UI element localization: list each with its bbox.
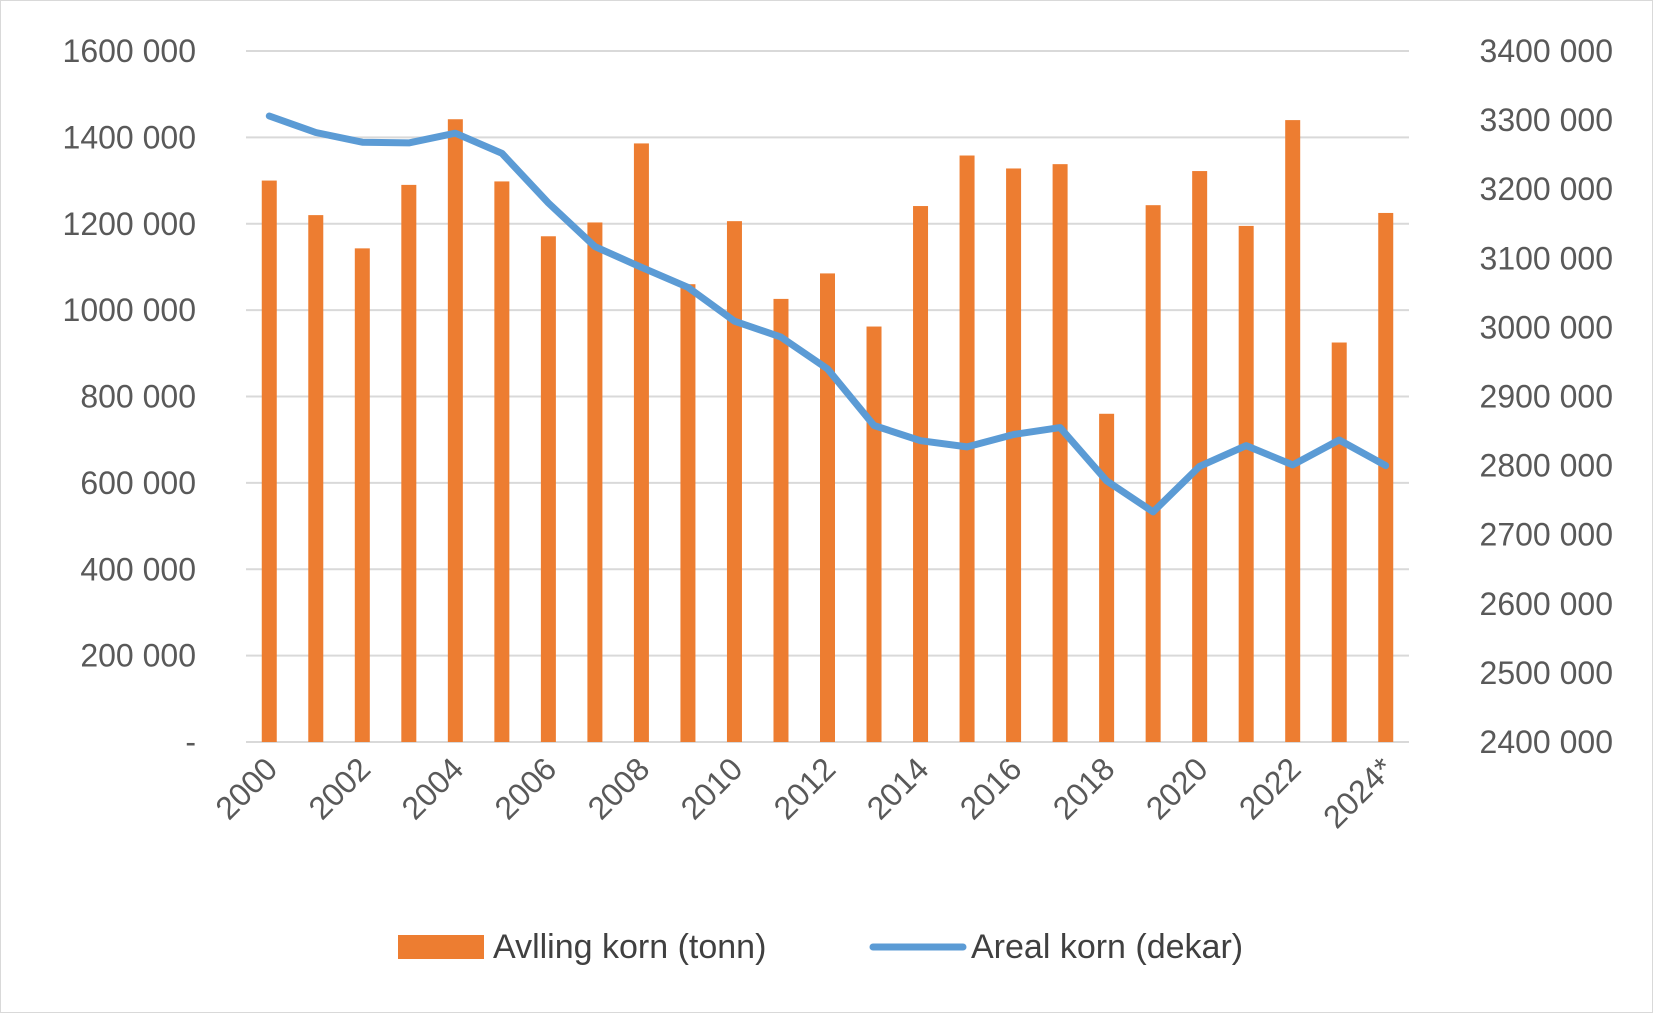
x-tick-label: 2010 — [674, 750, 750, 826]
legend: Avlling korn (tonn) Areal korn (dekar) — [398, 928, 1243, 966]
bar — [354, 248, 370, 742]
line-point — [1292, 464, 1294, 466]
x-tick-label: 2008 — [581, 750, 657, 826]
bar — [633, 143, 649, 742]
y-left-tick-label: 600 000 — [80, 465, 196, 501]
y-left-tick-label: - — [185, 724, 196, 760]
legend-swatch-bar — [398, 935, 484, 959]
y-right-tick-label: 2700 000 — [1480, 517, 1613, 553]
line-point — [547, 202, 549, 204]
bar — [1099, 413, 1115, 742]
line-point — [408, 142, 410, 144]
y-right-tick-label: 3300 000 — [1480, 102, 1613, 138]
line-point — [780, 336, 782, 338]
bar — [726, 221, 742, 742]
legend-label-line: Areal korn (dekar) — [971, 928, 1243, 966]
y-right-tick-label: 3200 000 — [1480, 171, 1613, 207]
y-right-tick-label: 2400 000 — [1480, 724, 1613, 760]
y-right-tick-label: 2600 000 — [1480, 586, 1613, 622]
bar-series — [261, 119, 1394, 743]
x-tick-label: 2006 — [488, 750, 564, 826]
bar — [494, 181, 510, 742]
line-point — [1338, 439, 1340, 441]
line-point — [1106, 480, 1108, 482]
x-tick-label: 2020 — [1139, 750, 1215, 826]
line-point — [1152, 511, 1154, 513]
line-point — [454, 132, 456, 134]
line-point — [733, 320, 735, 322]
bar — [1331, 342, 1347, 742]
bar — [1006, 168, 1022, 743]
x-tick-label: 2012 — [767, 750, 843, 826]
y-right-tick-label: 2800 000 — [1480, 448, 1613, 484]
line-point — [315, 132, 317, 134]
y-right-tick-label: 3400 000 — [1480, 33, 1613, 69]
bar — [913, 206, 929, 743]
x-tick-label: 2002 — [301, 750, 377, 826]
bar — [1145, 205, 1161, 742]
x-tick-label: 2016 — [953, 750, 1029, 826]
bar — [820, 273, 835, 742]
line-point — [827, 368, 828, 370]
line-point — [640, 266, 642, 268]
line-point — [1245, 445, 1247, 447]
bar — [680, 284, 696, 742]
y-left-tick-label: 800 000 — [80, 379, 196, 415]
line-point — [1013, 434, 1015, 436]
bar — [447, 119, 463, 742]
y-axis-left: - 200 000 400 000 600 000 800 000 1000 000 120… — [63, 33, 196, 760]
x-tick-label: 2000 — [208, 750, 284, 826]
y-left-tick-label: 1600 000 — [63, 33, 196, 69]
bar — [1052, 164, 1068, 742]
x-tick-label: 2004 — [394, 750, 470, 826]
y-left-tick-label: 1000 000 — [63, 292, 196, 328]
y-left-tick-label: 1200 000 — [63, 206, 196, 242]
y-left-tick-label: 400 000 — [80, 551, 196, 587]
x-axis: 2000 2002 2004 2006 2008 2010 2012 2014 2016 2018… — [208, 750, 1400, 835]
line-series — [265, 112, 1390, 516]
x-tick-label: 2022 — [1232, 750, 1308, 826]
y-right-tick-label: 3100 000 — [1480, 240, 1613, 276]
line-point — [1385, 465, 1387, 467]
line-point — [1199, 465, 1201, 467]
line-point — [920, 440, 922, 442]
line-point — [966, 446, 968, 448]
x-tick-label: 2014 — [860, 750, 936, 826]
bar — [540, 236, 556, 743]
bar — [773, 298, 789, 742]
y-left-tick-label: 1400 000 — [63, 119, 196, 155]
line-point — [687, 286, 689, 288]
bar — [866, 326, 882, 742]
y-right-tick-label: 2900 000 — [1480, 379, 1613, 415]
bar — [587, 222, 603, 743]
x-tick-label: 2024* — [1316, 750, 1401, 835]
bar — [1192, 171, 1208, 742]
y-axis-right: 2400 000 2500 000 2600 000 2700 000 2800 000… — [1480, 33, 1613, 760]
line-point — [268, 115, 270, 117]
y-left-tick-label: 200 000 — [80, 638, 196, 674]
bar — [308, 215, 324, 743]
bar — [1378, 212, 1394, 742]
line-point — [873, 425, 875, 427]
bar — [261, 180, 277, 742]
y-right-tick-label: 3000 000 — [1480, 309, 1613, 345]
bar — [1238, 225, 1254, 743]
line-point — [361, 141, 363, 143]
line-point — [501, 152, 503, 154]
bar — [401, 184, 417, 743]
y-right-tick-label: 2500 000 — [1480, 655, 1613, 691]
x-tick-label: 2018 — [1046, 750, 1122, 826]
line-point — [594, 246, 596, 248]
bar — [1285, 120, 1301, 743]
line-point — [1059, 427, 1061, 429]
legend-label-bar: Avlling korn (tonn) — [493, 928, 766, 966]
